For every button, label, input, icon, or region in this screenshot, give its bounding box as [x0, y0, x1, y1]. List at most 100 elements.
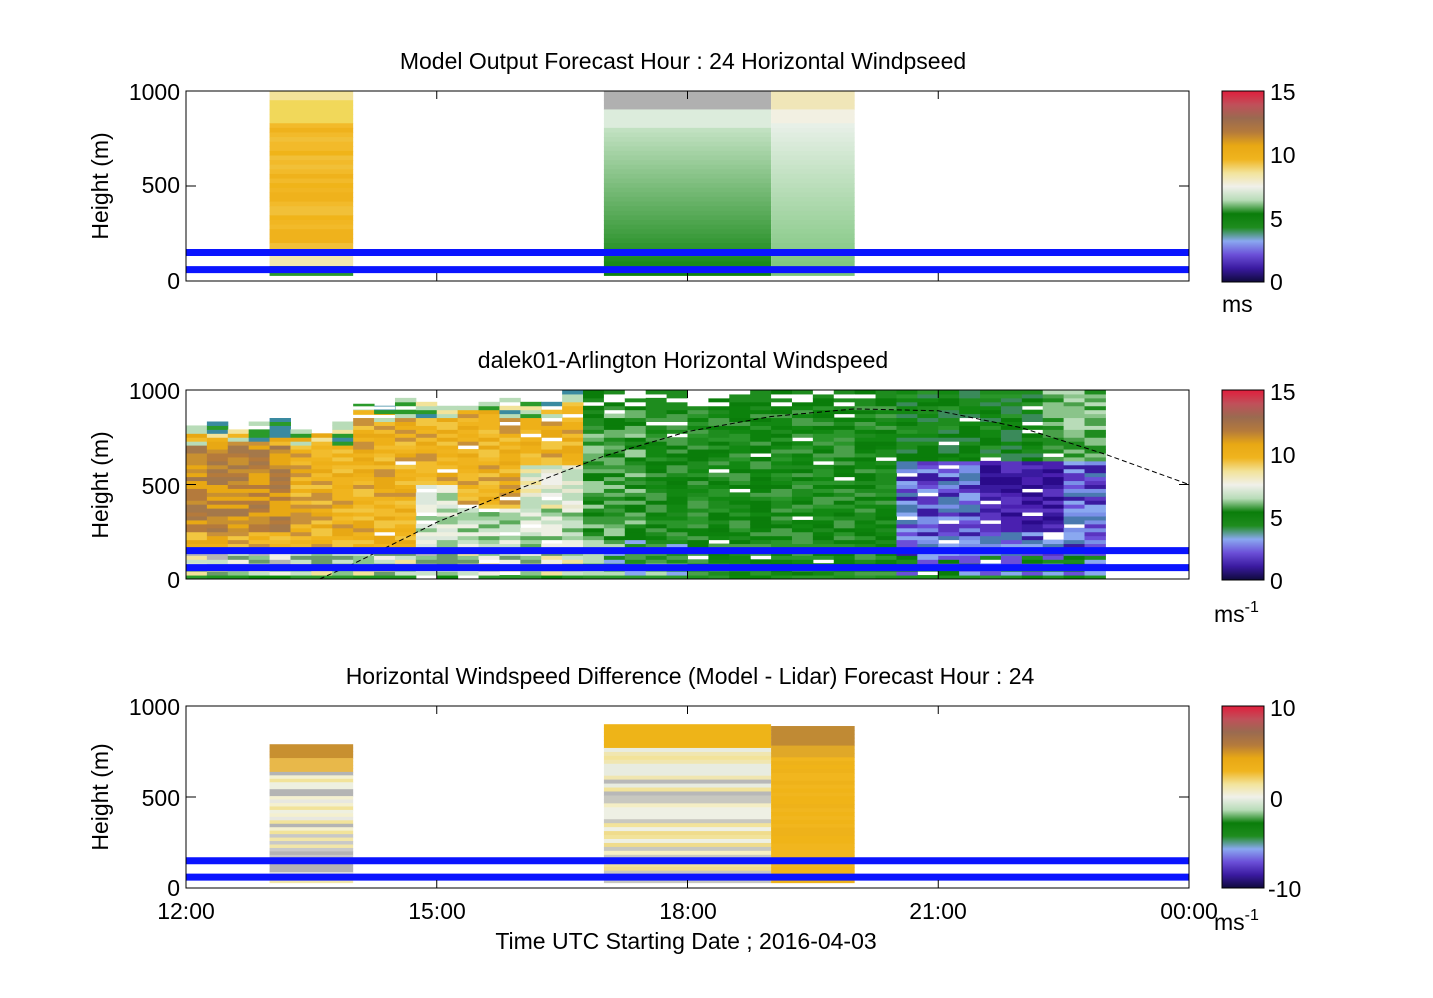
- heatmap-cell: [687, 429, 709, 434]
- heatmap-cell: [269, 830, 354, 835]
- heatmap-cell: [248, 571, 271, 576]
- heatmap-cell: [311, 496, 333, 501]
- heatmap-cell: [666, 512, 688, 517]
- heatmap-cell: [708, 390, 730, 395]
- heatmap-cell: [603, 480, 626, 485]
- heatmap-cell: [603, 460, 626, 466]
- heatmap-cell: [290, 472, 312, 478]
- heatmap-cell: [269, 523, 291, 529]
- heatmap-cell: [520, 539, 542, 545]
- heatmap-cell: [583, 460, 605, 466]
- heatmap-cell: [603, 747, 772, 753]
- heatmap-cell: [917, 456, 939, 462]
- heatmap-cell: [624, 417, 647, 422]
- heatmap-cell: [1084, 421, 1106, 426]
- heatmap-cell: [1042, 393, 1065, 399]
- heatmap-cell: [708, 413, 730, 419]
- heatmap-cell: [791, 393, 814, 399]
- colorbar-gradient: [1221, 389, 1265, 581]
- heatmap-cell: [269, 270, 354, 276]
- heatmap-cell: [1021, 456, 1044, 462]
- heatmap-cell: [227, 456, 250, 462]
- heatmap-cell: [645, 531, 668, 537]
- heatmap-cell: [896, 539, 918, 545]
- heatmap-cell: [478, 500, 500, 505]
- heatmap-cell: [771, 504, 793, 509]
- heatmap-cell: [771, 468, 793, 474]
- heatmap-cell: [645, 484, 668, 489]
- heatmap-cell: [729, 397, 751, 403]
- heatmap-cell: [478, 516, 500, 521]
- heatmap-cell: [771, 496, 793, 501]
- heatmap-cell: [290, 539, 312, 545]
- heatmap-cell: [436, 519, 459, 525]
- heatmap-cell: [583, 484, 605, 489]
- heatmap-cell: [520, 543, 542, 548]
- heatmap-cell: [938, 496, 960, 501]
- heatmap-cell: [687, 456, 709, 462]
- heatmap-cell: [478, 437, 500, 442]
- heatmap-cell: [332, 488, 354, 493]
- heatmap-cell: [269, 841, 354, 846]
- heatmap-cell: [666, 472, 688, 478]
- heatmap-cell: [206, 571, 229, 576]
- heatmap-cell: [186, 484, 208, 489]
- heatmap-cell: [624, 484, 647, 489]
- heatmap-cell: [666, 390, 688, 395]
- heatmap-cell: [938, 409, 960, 415]
- heatmap-cell: [1000, 500, 1023, 505]
- heatmap-cell: [771, 114, 855, 120]
- heatmap-cell: [562, 390, 584, 395]
- heatmap-cell: [374, 496, 396, 501]
- heatmap-cell: [729, 460, 751, 466]
- heatmap-cell: [290, 488, 312, 493]
- heatmap-cell: [269, 187, 354, 193]
- heatmap-cell: [394, 472, 417, 478]
- heatmap-cell: [917, 504, 939, 509]
- heatmap-cell: [269, 417, 291, 422]
- colorbar-tick-label: 0: [1270, 269, 1283, 295]
- heatmap-cell: [1042, 421, 1065, 426]
- heatmap-cell: [791, 409, 814, 415]
- heatmap-cell: [854, 429, 877, 434]
- heatmap-cell: [583, 393, 605, 399]
- heatmap-cell: [980, 397, 1002, 403]
- heatmap-cell: [1063, 441, 1086, 446]
- heatmap-cell: [603, 238, 772, 244]
- colorbar-label: ms-1: [1214, 599, 1259, 627]
- heatmap-cell: [854, 397, 877, 403]
- heatmap-cell: [520, 409, 542, 415]
- heatmap-cell: [771, 784, 855, 790]
- heatmap-cell: [1000, 516, 1023, 521]
- heatmap-cell: [750, 464, 772, 470]
- heatmap-cell: [269, 543, 291, 548]
- heatmap-cell: [875, 445, 897, 450]
- heatmap-cell: [666, 484, 688, 489]
- heatmap-cell: [499, 504, 521, 509]
- heatmap-cell: [603, 555, 626, 560]
- heatmap-cell: [499, 476, 521, 482]
- heatmap-cell: [478, 476, 500, 482]
- heatmap-cell: [353, 516, 375, 521]
- heatmap-cell: [645, 460, 668, 466]
- heatmap-cell: [541, 535, 563, 541]
- heatmap-cell: [290, 456, 312, 462]
- heatmap-cell: [311, 476, 333, 482]
- heatmap-cell: [1021, 468, 1044, 474]
- heatmap-cell: [833, 460, 856, 466]
- heatmap-cell: [750, 433, 772, 438]
- heatmap-cell: [290, 523, 312, 529]
- heatmap-cell: [583, 496, 605, 501]
- heatmap-cell: [227, 460, 250, 466]
- heatmap-cell: [854, 425, 877, 430]
- heatmap-cell: [708, 460, 730, 466]
- heatmap-cell: [771, 769, 855, 774]
- heatmap-cell: [771, 819, 855, 825]
- heatmap-cell: [1021, 519, 1044, 525]
- heatmap-cell: [980, 492, 1002, 497]
- heatmap-cell: [206, 472, 229, 478]
- heatmap-cell: [415, 496, 438, 501]
- heatmap-cell: [332, 456, 354, 462]
- heatmap-cell: [1042, 504, 1065, 509]
- heatmap-cell: [353, 555, 375, 560]
